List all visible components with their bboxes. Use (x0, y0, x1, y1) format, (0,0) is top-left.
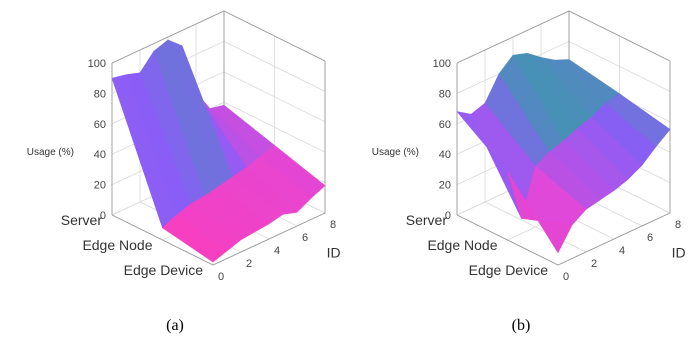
x-tick-label: 4 (619, 245, 625, 257)
x-tick-label: 0 (563, 271, 569, 283)
category-tick-label: Server (61, 212, 103, 228)
z-tick-label: 100 (433, 58, 451, 70)
x-tick-label: 2 (246, 258, 252, 270)
z-tick-label: 40 (94, 149, 106, 161)
z-tick-label: 100 (88, 58, 106, 70)
z-tick-label: 80 (94, 88, 106, 100)
z-tick-label: 20 (439, 180, 451, 192)
surface (456, 52, 671, 254)
x-tick-label: 0 (218, 271, 224, 283)
x-tick-label: 2 (591, 258, 597, 270)
category-tick-label: Edge Node (82, 237, 152, 253)
z-tick-label: 60 (94, 119, 106, 131)
x-tick-label: 8 (675, 219, 681, 231)
z-tick-label: 40 (439, 149, 451, 161)
surface-patch (162, 214, 228, 263)
z-tick-label: 0 (445, 210, 451, 222)
z-axis-label: Usage (%) (27, 147, 74, 158)
z-tick-label: 60 (439, 119, 451, 131)
z-tick-label: 80 (439, 88, 451, 100)
category-tick-label: Edge Node (427, 237, 497, 253)
category-tick-label: Edge Device (469, 262, 549, 278)
x-tick-label: 6 (647, 232, 653, 244)
caption-b: (b) (512, 317, 531, 334)
category-tick-label: Server (406, 212, 448, 228)
surface-patch (507, 171, 573, 254)
z-axis-label: Usage (%) (372, 147, 419, 158)
z-tick-label: 20 (94, 180, 106, 192)
x-tick-label: 6 (302, 232, 308, 244)
category-tick-label: Edge Device (124, 262, 204, 278)
x-tick-label: 4 (274, 245, 280, 257)
x-axis-label: ID (672, 245, 686, 261)
z-tick-label: 0 (100, 210, 106, 222)
surface (111, 39, 326, 263)
caption-a: (a) (166, 317, 184, 334)
x-axis-label: ID (327, 245, 341, 261)
x-tick-label: 8 (330, 219, 336, 231)
